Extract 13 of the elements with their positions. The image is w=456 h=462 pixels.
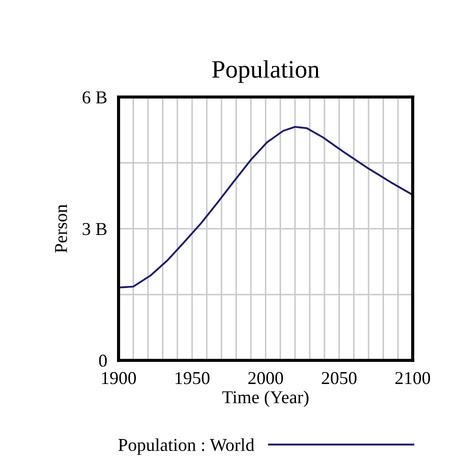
x-tick-label: 1900 [102, 372, 136, 384]
x-axis-title: Time (Year) [222, 390, 308, 407]
chart-title: Population [212, 60, 320, 83]
y-axis-title: Person [55, 204, 68, 253]
y-tick-label: 3 B [82, 223, 107, 236]
line-series [118, 126, 413, 288]
y-tick-label: 6 B [82, 91, 107, 104]
x-tick-label: 2050 [322, 372, 357, 384]
x-tick-label: 2100 [395, 372, 430, 384]
y-tick-label: 0 [99, 354, 107, 367]
text: Population : World [118, 438, 254, 455]
x-tick-label: 2000 [248, 372, 283, 384]
x-tick-label: 1950 [176, 372, 210, 384]
